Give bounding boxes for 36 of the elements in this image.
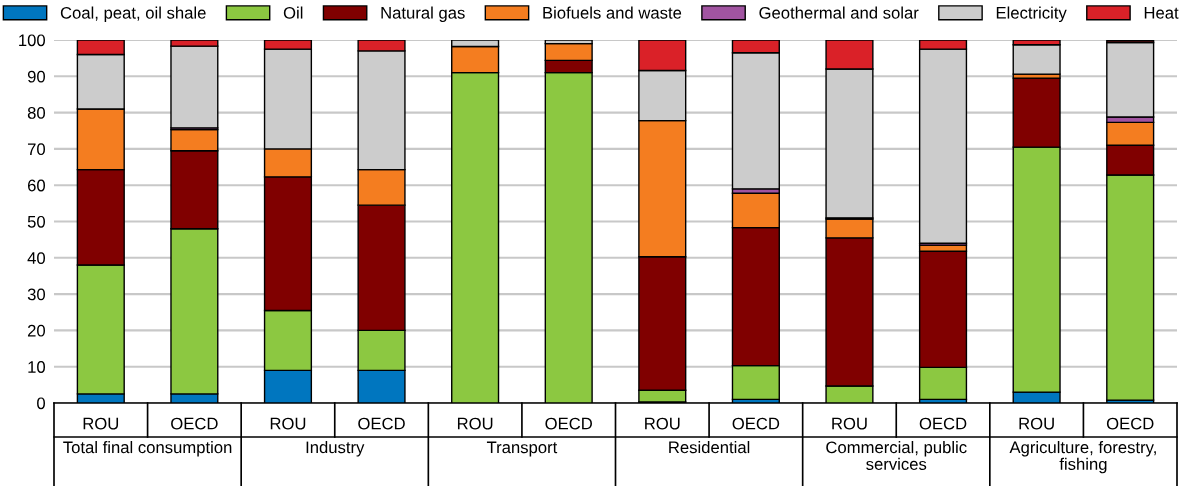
y-tick-label: 100	[19, 34, 46, 47]
text: Total final consumption	[63, 441, 232, 457]
y-tick-label: 80	[27, 107, 46, 119]
x-tick-label: OECD	[732, 417, 780, 430]
legend-label: Electricity	[996, 6, 1067, 23]
legend-label: Heat	[1144, 7, 1179, 19]
y-tick-label: 60	[27, 179, 46, 192]
y-tick-label: 10	[28, 361, 46, 373]
legend-label: Biofuels and waste	[543, 6, 682, 19]
y-tick-label: 0	[37, 397, 46, 410]
y-tick-label: 40	[27, 252, 46, 264]
legend-label: Oil	[283, 6, 303, 19]
y-tick-label: 30	[27, 288, 46, 301]
text: Industry	[306, 441, 365, 457]
x-tick-label: OECD	[1106, 417, 1154, 430]
x-tick-label: ROU	[83, 417, 119, 430]
x-tick-label: ROU	[457, 417, 493, 430]
text: Transport	[486, 441, 558, 457]
y-tick-label: 70	[27, 143, 46, 156]
x-tick-label: ROU	[1019, 417, 1054, 430]
text: Agriculture, forestry, fishing	[1009, 441, 1156, 474]
legend-label: Natural gas	[381, 6, 465, 23]
y-tick-label: 50	[27, 215, 46, 228]
legend-label: Geothermal and solar	[759, 6, 919, 19]
x-tick-label: OECD	[358, 417, 405, 430]
x-tick-label: ROU	[832, 417, 867, 430]
legend-label: Coal, peat, oil shale	[60, 6, 206, 23]
x-tick-label: OECD	[919, 417, 967, 430]
y-tick-label: 90	[27, 70, 46, 83]
x-tick-label: OECD	[171, 417, 218, 430]
text: Commercial, public services	[826, 441, 967, 470]
x-tick-label: OECD	[545, 417, 592, 430]
x-tick-label: ROU	[645, 417, 680, 430]
text: Residential	[669, 441, 750, 454]
y-tick-label: 20	[27, 324, 46, 337]
x-tick-label: ROU	[270, 417, 306, 430]
